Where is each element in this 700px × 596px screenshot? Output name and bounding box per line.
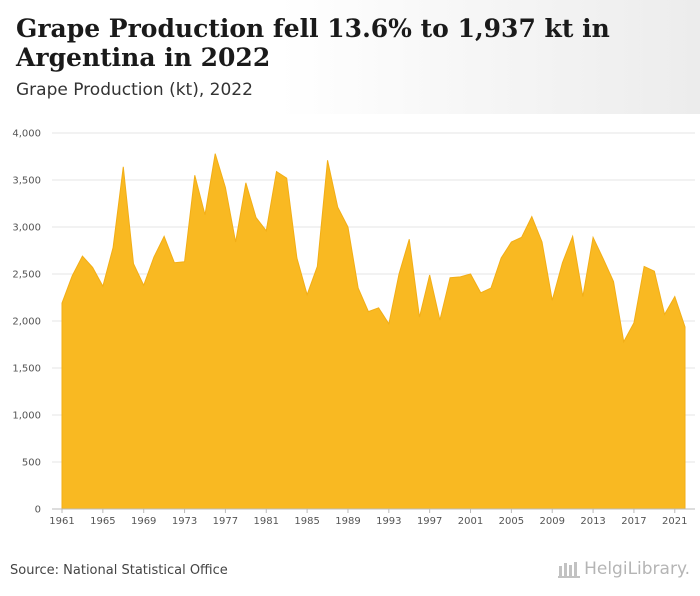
data-point xyxy=(407,237,411,241)
data-point xyxy=(326,158,330,162)
data-point xyxy=(428,273,432,277)
data-point xyxy=(673,295,677,299)
series-area xyxy=(61,153,686,510)
x-tick-label: 1981 xyxy=(254,516,279,527)
data-point xyxy=(295,256,299,260)
data-point xyxy=(530,215,534,219)
brand-name: HelgiLibrary. xyxy=(584,559,690,579)
x-tick-label: 2005 xyxy=(499,516,524,527)
data-point xyxy=(520,235,524,239)
plot-area xyxy=(60,152,687,510)
data-point xyxy=(213,152,217,156)
x-tick-label: 2017 xyxy=(621,516,646,527)
data-point xyxy=(652,269,656,273)
data-point xyxy=(142,283,146,287)
brand-logo: HelgiLibrary. xyxy=(558,559,690,579)
data-point xyxy=(193,173,197,177)
data-point xyxy=(274,170,278,174)
x-tick-label: 1969 xyxy=(131,516,156,527)
y-tick-label: 0 xyxy=(35,505,41,516)
data-point xyxy=(509,240,513,244)
data-point xyxy=(305,293,309,297)
y-tick-label: 500 xyxy=(22,458,41,469)
data-point xyxy=(499,256,503,260)
data-point xyxy=(264,229,268,233)
data-point xyxy=(622,340,626,344)
data-point xyxy=(642,264,646,268)
data-point xyxy=(60,301,64,305)
data-point xyxy=(162,234,166,238)
data-point xyxy=(377,306,381,310)
x-tick-label: 1977 xyxy=(213,516,238,527)
data-point xyxy=(121,165,125,169)
data-point xyxy=(315,264,319,268)
data-point xyxy=(80,254,84,258)
data-point xyxy=(663,312,667,316)
chart-title: Grape Production fell 13.6% to 1,937 kt … xyxy=(16,14,610,72)
data-point xyxy=(223,186,227,190)
y-tick-label: 2,000 xyxy=(12,317,41,328)
data-point xyxy=(540,240,544,244)
data-point xyxy=(366,310,370,314)
x-tick-label: 1989 xyxy=(335,516,360,527)
data-point xyxy=(101,284,105,288)
data-point xyxy=(285,176,289,180)
data-point xyxy=(591,235,595,239)
source-note: Source: National Statistical Office xyxy=(10,563,228,578)
x-axis: 1961 1965 1969 1973 1977 1981 1985 1989 1993 1997… xyxy=(49,508,695,527)
data-point xyxy=(397,272,401,276)
data-point xyxy=(346,225,350,229)
data-point xyxy=(172,261,176,265)
data-point xyxy=(131,262,135,266)
x-tick-label: 2013 xyxy=(580,516,605,527)
data-point xyxy=(254,216,258,220)
data-point xyxy=(356,286,360,290)
y-tick-label: 1,000 xyxy=(12,411,41,422)
x-tick-label: 1985 xyxy=(294,516,319,527)
x-tick-label: 2021 xyxy=(662,516,687,527)
data-point xyxy=(683,325,687,329)
data-point xyxy=(448,276,452,280)
y-tick-label: 3,500 xyxy=(12,176,41,187)
y-tick-label: 1,500 xyxy=(12,364,41,375)
data-point xyxy=(203,213,207,217)
x-tick-label: 1993 xyxy=(376,516,401,527)
data-point xyxy=(244,181,248,185)
header-band: Grape Production fell 13.6% to 1,937 kt … xyxy=(0,0,700,114)
data-point xyxy=(387,322,391,326)
data-point xyxy=(489,286,493,290)
x-tick-label: 1961 xyxy=(49,516,74,527)
x-tick-label: 1965 xyxy=(90,516,115,527)
y-tick-label: 4,000 xyxy=(12,129,41,140)
data-point xyxy=(183,260,187,264)
x-tick-label: 2001 xyxy=(458,516,483,527)
x-tick-label: 1973 xyxy=(172,516,197,527)
data-point xyxy=(469,272,473,276)
library-icon xyxy=(558,562,581,578)
data-point xyxy=(234,240,238,244)
data-point xyxy=(612,280,616,284)
x-tick-label: 2009 xyxy=(540,516,565,527)
data-point xyxy=(601,257,605,261)
data-point xyxy=(417,315,421,319)
chart-subtitle: Grape Production (kt), 2022 xyxy=(16,80,253,100)
data-point xyxy=(560,261,564,265)
data-point xyxy=(479,291,483,295)
data-point xyxy=(550,298,554,302)
data-point xyxy=(458,275,462,279)
data-point xyxy=(632,321,636,325)
data-point xyxy=(152,255,156,259)
data-point xyxy=(581,295,585,299)
x-tick-label: 1997 xyxy=(417,516,442,527)
y-tick-label: 3,000 xyxy=(12,223,41,234)
data-point xyxy=(111,246,115,250)
data-point xyxy=(571,234,575,238)
data-point xyxy=(91,265,95,269)
y-tick-label: 2,500 xyxy=(12,270,41,281)
data-point xyxy=(70,274,74,278)
area-chart: 05001,0001,5002,0002,5003,0003,5004,000 … xyxy=(12,129,695,527)
data-point xyxy=(438,318,442,322)
y-axis: 0 500 1,000 1,500 2,000 2,500 3,000 3,500 4,000 xyxy=(12,129,41,516)
data-point xyxy=(336,205,340,209)
